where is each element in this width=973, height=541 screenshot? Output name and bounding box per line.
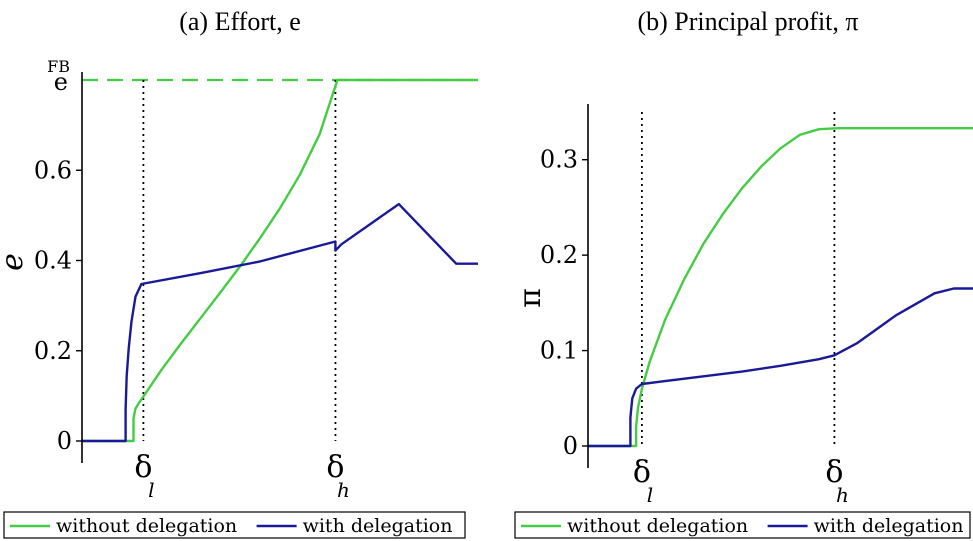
legend-label-1: with delegation <box>814 515 964 537</box>
y-tick-label-2: 0.2 <box>540 241 578 269</box>
marker-subscript-h: h <box>337 478 350 502</box>
fb-superscript: FB <box>47 57 70 76</box>
marker-subscript-l: l <box>148 478 154 502</box>
y-tick-label-0: 0 <box>563 432 578 460</box>
legend-label-0: without delegation <box>567 515 748 537</box>
series-profit <box>588 126 973 448</box>
panel-profit: (b) Principal profit, π π 00.10.20.3 δlδ… <box>513 7 973 539</box>
series-effort <box>82 78 478 443</box>
legend-effort: without delegation with delegation <box>3 511 466 539</box>
marker-subscript-l: l <box>647 483 653 507</box>
y-ticks-effort: 0 0.2 0.4 0.6 <box>34 156 82 455</box>
marker-subscript-h: h <box>836 483 849 507</box>
y-tick-label-3: 0.3 <box>540 146 578 174</box>
fb-line: eFB <box>47 57 478 96</box>
series-line-without-delegation <box>82 78 478 443</box>
y-ticks-profit: 0 0.1 0.2 0.3 <box>540 146 588 460</box>
y-tick-label-2: 0.4 <box>34 247 72 275</box>
ylabel-effort: e <box>0 253 30 271</box>
series-line-with-delegation <box>82 202 478 443</box>
legend-box <box>514 511 971 539</box>
title-profit: (b) Principal profit, π <box>637 7 858 36</box>
title-effort: (a) Effort, e <box>179 7 301 36</box>
marker-symbol-l: δ <box>633 455 651 490</box>
ylabel-profit: π <box>513 288 548 308</box>
y-tick-label-3: 0.6 <box>34 156 72 184</box>
legend-label-0: without delegation <box>56 515 237 537</box>
legend-label-1: with delegation <box>303 515 453 537</box>
series-line-without-delegation <box>588 126 973 448</box>
marker-symbol-h: δ <box>825 455 843 490</box>
marker-symbol-h: δ <box>326 450 344 485</box>
y-tick-label-1: 0.1 <box>540 337 578 365</box>
fb-label: e <box>54 68 68 96</box>
y-tick-label-1: 0.2 <box>34 337 72 365</box>
legend-box <box>3 511 466 539</box>
legend-profit: without delegation with delegation <box>514 511 971 539</box>
y-tick-label-0: 0 <box>57 427 72 455</box>
series-line-with-delegation <box>588 287 973 448</box>
marker-symbol-l: δ <box>134 450 152 485</box>
